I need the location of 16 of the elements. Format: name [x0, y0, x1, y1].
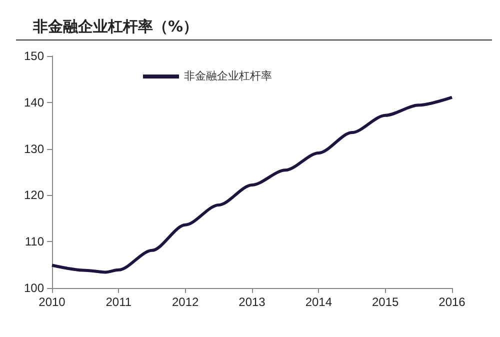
y-tick-label: 110: [24, 234, 44, 249]
x-tick-label: 2012: [172, 295, 200, 309]
x-tick-label: 2014: [305, 295, 332, 309]
y-tick-label: 100: [24, 281, 44, 295]
x-tick-label: 2011: [106, 295, 132, 309]
y-tick-label: 150: [24, 49, 44, 63]
x-tick-label: 2010: [38, 295, 66, 309]
x-tick-label: 2013: [238, 295, 266, 309]
y-tick-label: 140: [24, 95, 44, 110]
y-tick-label: 130: [24, 142, 44, 156]
y-tick-label: 120: [24, 188, 44, 202]
legend-label: 非金融企业杠杆率: [184, 70, 272, 82]
x-tick-label: 2015: [372, 295, 400, 309]
chart-title: 非金融企业杠杆率（%）: [32, 18, 198, 36]
line-series: [50, 96, 454, 274]
x-tick-label: 2016: [438, 295, 466, 309]
